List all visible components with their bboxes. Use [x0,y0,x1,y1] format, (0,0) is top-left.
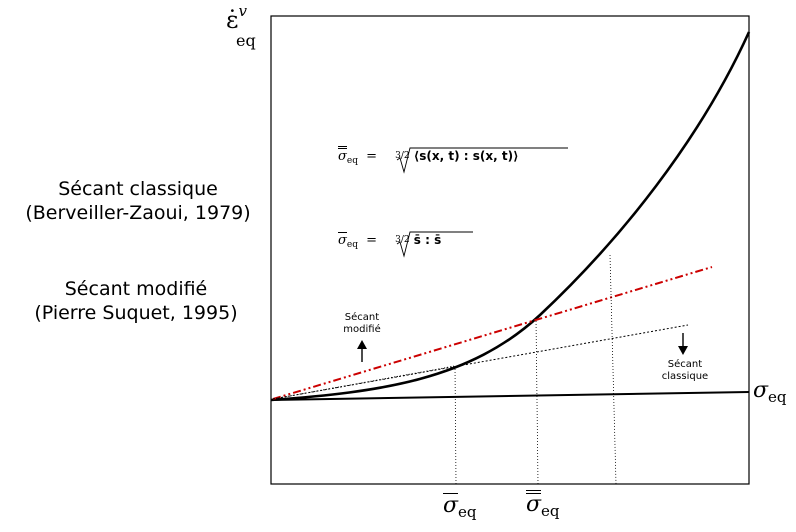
secant-modified-caption: Sécant modifié (Pierre Suquet, 1995) [2,277,270,325]
secant-modified-line [272,266,713,400]
formula2-lhs: σ [338,232,347,248]
small-classic-line1: Sécant [667,359,703,370]
arrow-down-icon [678,333,688,355]
formula2-sub: eq [346,240,358,250]
secant-modified-title: Sécant modifié [64,278,208,300]
formula1-body: ⟨s(x, t) : s(x, t)⟩ [413,149,519,163]
sqrt-sign-1 [396,147,568,174]
plot-frame [270,15,750,485]
formula2-eq: = [366,233,378,248]
formula1-lhs: σ [338,146,347,163]
constitutive-curve [270,31,751,402]
tick-sigma-bar-symbol: σ [443,493,459,518]
secant-modified-reference: (Pierre Suquet, 1995) [34,302,238,324]
drop-line-third [609,254,617,485]
x-axis-label: σeq [753,378,787,406]
drop-line-sigma-dbar [535,317,539,485]
tick-label-sigma-bar: σeq [443,493,477,521]
y-axis-label: ε̇v [226,2,247,34]
sqrt-sign-2 [396,231,473,258]
y-axis-subscript: eq [236,31,256,50]
formula1-fraction: 3/2 [395,151,410,161]
tick-label-sigma-dbar: σeq [526,490,560,520]
small-classic-annotation: Sécant classique [655,359,715,383]
small-classic-line2: classique [661,371,709,382]
y-axis-superscript: v [238,2,247,20]
tick-sigma-dbar-symbol: σ [526,490,542,517]
secant-classic-caption: Sécant classique (Berveiller-Zaoui, 1979… [4,177,272,225]
formula1-eq: = [366,149,378,164]
formula2-fraction: 3/2 [395,235,410,245]
tick-sigma-dbar-sub: eq [541,502,560,520]
arrow-up-icon [357,340,367,362]
drop-line-sigma-bar [454,365,457,485]
y-axis-symbol: ε̇ [226,6,239,34]
formula-single-bar: σeq = 3/2 s̄ : s̄ [338,232,442,250]
secant-classic-reference: (Berveiller-Zaoui, 1979) [25,202,251,224]
x-axis-symbol: σ [753,378,769,403]
x-axis-line [270,391,750,401]
tick-sigma-bar-sub: eq [458,503,477,521]
x-axis-subscript: eq [768,388,787,406]
small-modified-line2: modifié [343,324,381,335]
small-modified-line1: Sécant [344,312,380,323]
small-modified-annotation: Sécant modifié [335,312,389,336]
secant-classic-title: Sécant classique [58,178,218,200]
formula-double-bar: σeq = 3/2 ⟨s(x, t) : s(x, t)⟩ [338,146,519,166]
formula2-body: s̄ : s̄ [413,233,442,247]
formula1-sub: eq [346,156,358,166]
secant-classic-aux-line [272,365,456,400]
